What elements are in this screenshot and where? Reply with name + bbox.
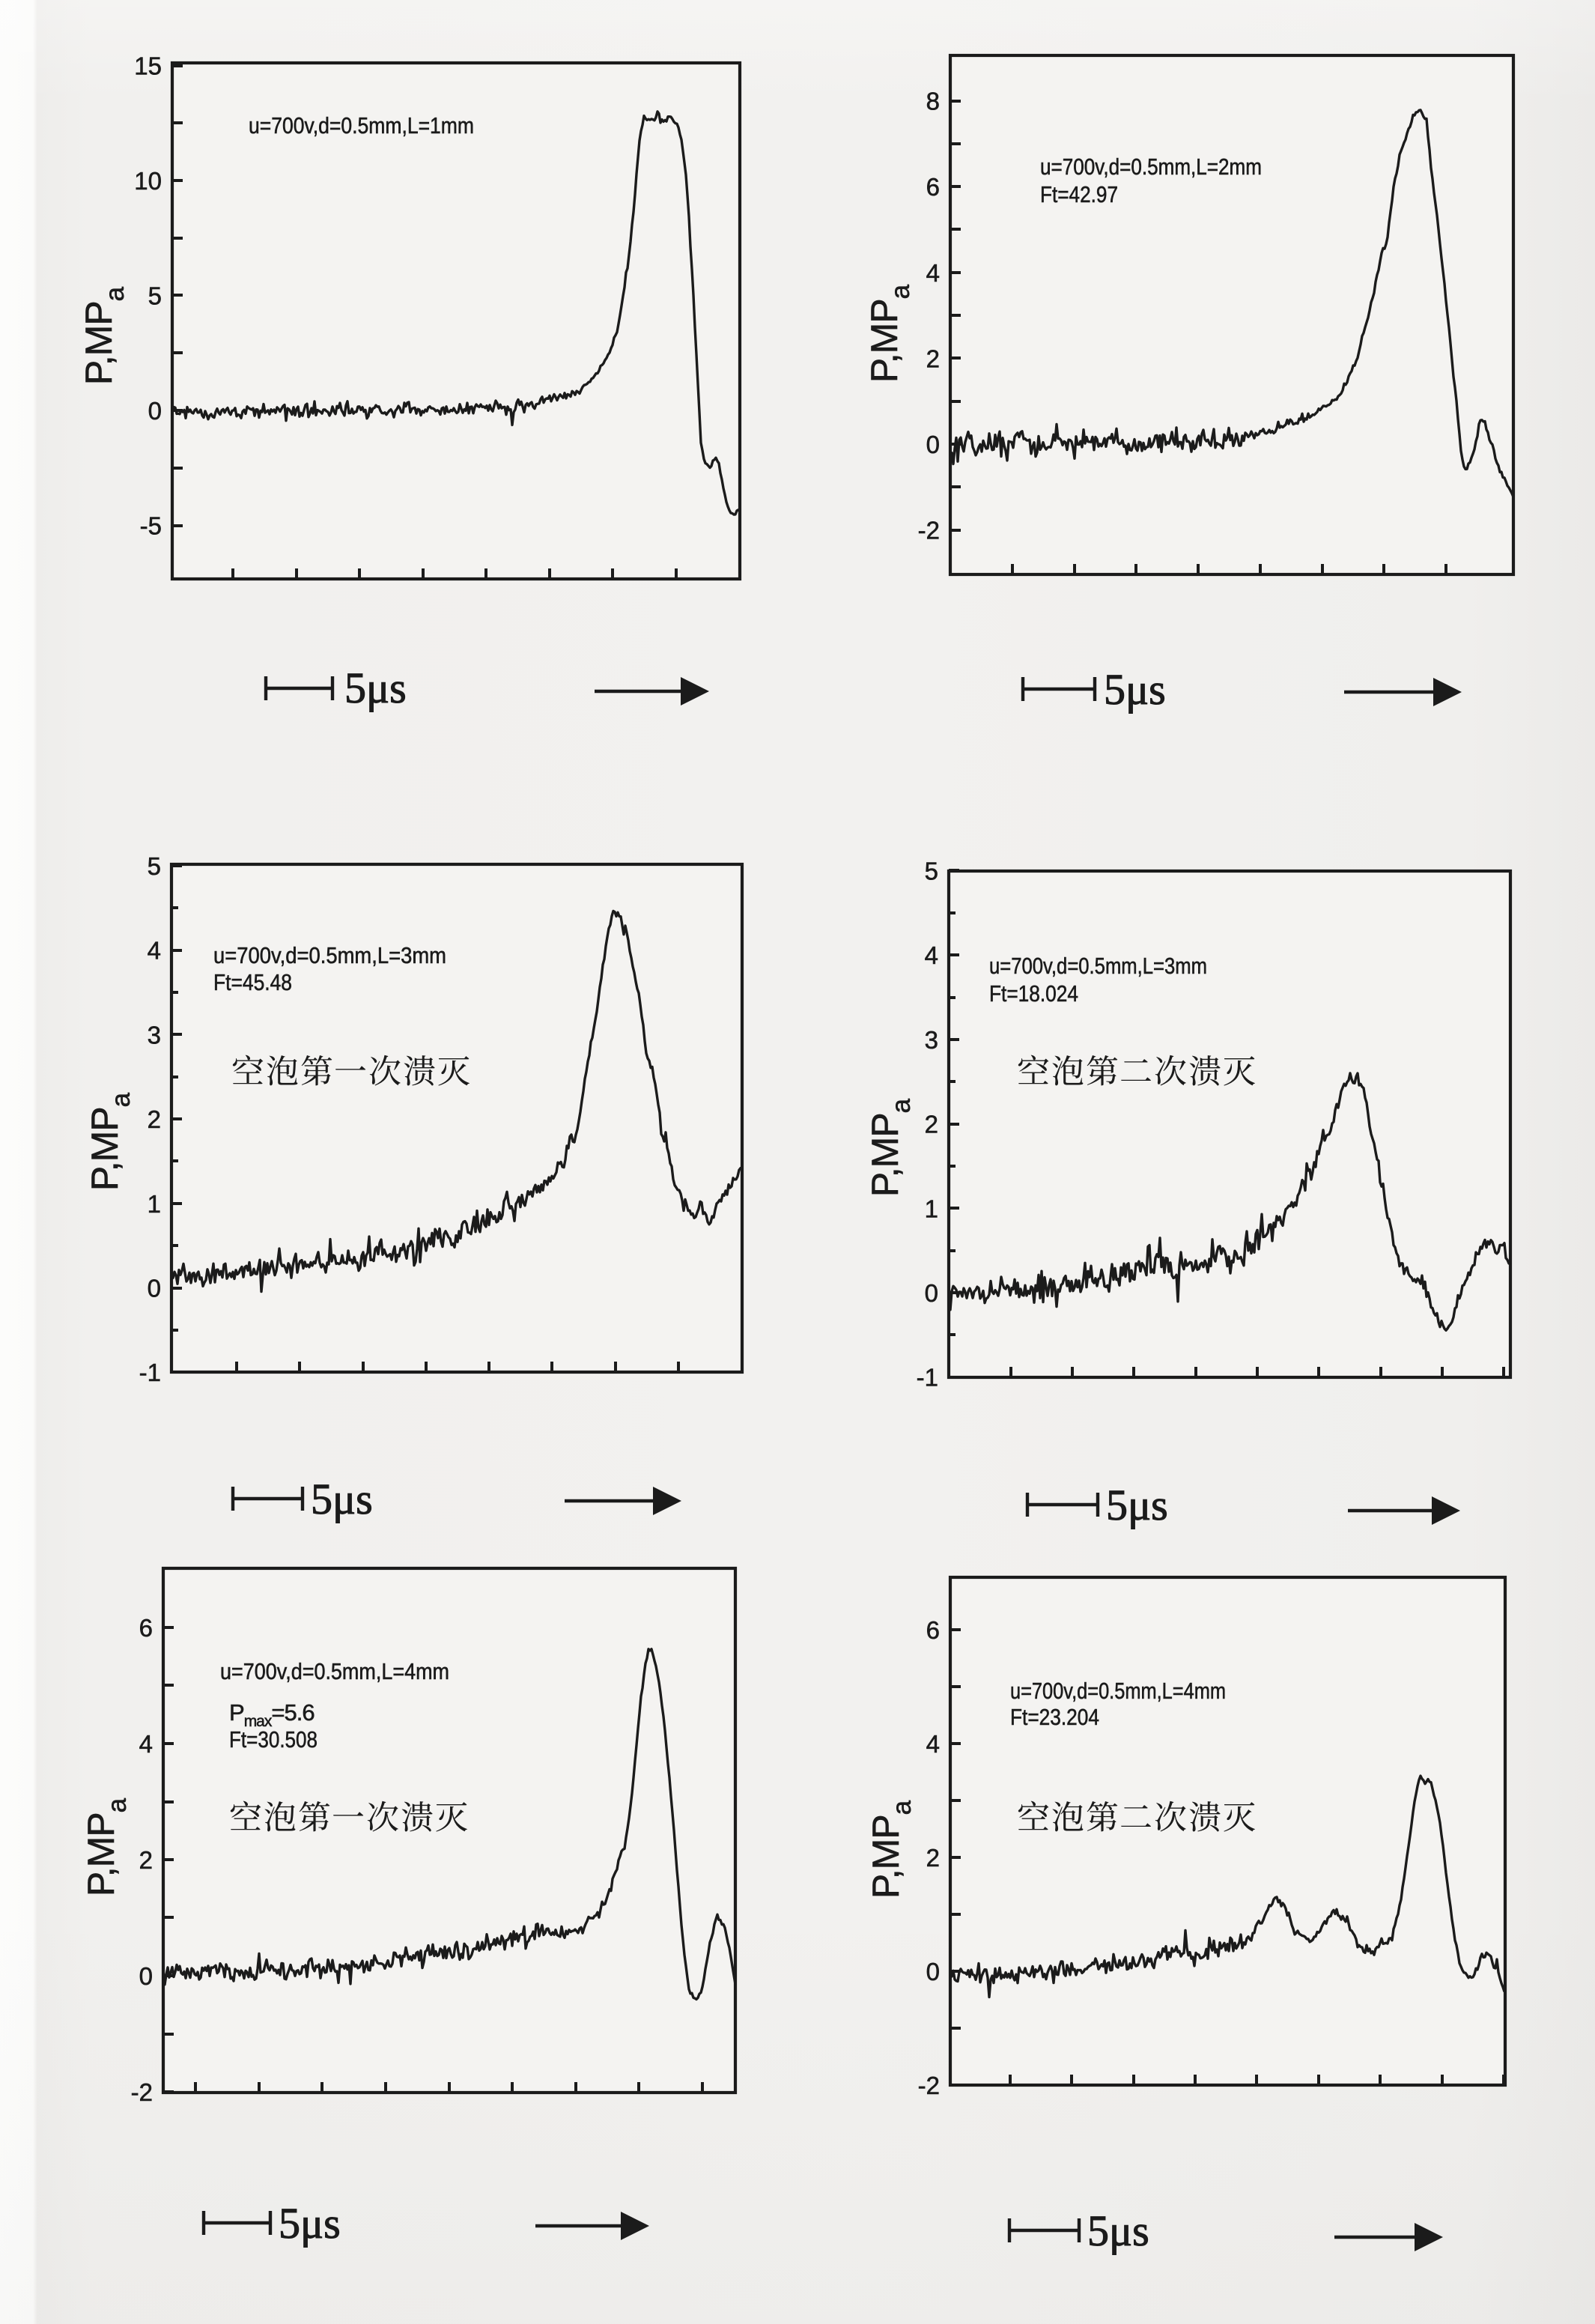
svg-text:0: 0 — [926, 431, 940, 458]
svg-text:P,MPa: P,MPa — [78, 286, 130, 385]
svg-text:Ft=18.024: Ft=18.024 — [989, 980, 1078, 1007]
svg-text:5μs: 5μs — [279, 2199, 341, 2248]
svg-text:Ft=23.204: Ft=23.204 — [1010, 1704, 1099, 1730]
svg-text:Pmax=5.6: Pmax=5.6 — [229, 1699, 315, 1730]
svg-text:Ft=42.97: Ft=42.97 — [1040, 181, 1118, 207]
svg-text:-1: -1 — [139, 1359, 161, 1386]
svg-text:P,MPa: P,MPa — [80, 1797, 132, 1896]
svg-text:Ft=45.48: Ft=45.48 — [213, 969, 292, 995]
svg-text:0: 0 — [139, 1962, 153, 1990]
svg-text:4: 4 — [148, 937, 161, 965]
svg-text:5: 5 — [148, 282, 162, 310]
svg-text:2: 2 — [148, 1105, 161, 1133]
svg-text:u=700v,d=0.5mm,L=3mm: u=700v,d=0.5mm,L=3mm — [989, 953, 1207, 979]
svg-text:0: 0 — [148, 1275, 161, 1302]
svg-text:8: 8 — [926, 88, 940, 115]
svg-text:u=700v,d=0.5mm,L=2mm: u=700v,d=0.5mm,L=2mm — [1040, 154, 1262, 180]
svg-text:-2: -2 — [918, 517, 940, 544]
svg-text:u=700v,d=0.5mm,L=1mm: u=700v,d=0.5mm,L=1mm — [249, 112, 474, 139]
svg-text:2: 2 — [926, 345, 940, 372]
svg-text:-1: -1 — [917, 1364, 938, 1392]
svg-text:u=700v,d=0.5mm,L=4mm: u=700v,d=0.5mm,L=4mm — [1010, 1678, 1226, 1704]
svg-text:Ft=30.508: Ft=30.508 — [229, 1726, 318, 1753]
svg-text:5: 5 — [925, 858, 938, 885]
svg-text:6: 6 — [926, 173, 940, 201]
svg-text:P,MPa: P,MPa — [865, 1800, 917, 1899]
svg-text:3: 3 — [925, 1026, 938, 1054]
svg-text:5μs: 5μs — [1106, 1481, 1168, 1529]
svg-text:0: 0 — [148, 397, 162, 425]
svg-text:2: 2 — [925, 1111, 938, 1138]
svg-text:-5: -5 — [140, 512, 162, 540]
svg-text:0: 0 — [925, 1279, 938, 1307]
svg-text:4: 4 — [925, 941, 938, 969]
svg-text:5μs: 5μs — [311, 1475, 373, 1523]
svg-text:4: 4 — [926, 259, 940, 287]
svg-text:-2: -2 — [918, 2072, 940, 2099]
svg-text:4: 4 — [926, 1730, 940, 1758]
svg-text:4: 4 — [139, 1730, 153, 1758]
svg-text:1: 1 — [148, 1190, 161, 1218]
svg-text:1: 1 — [925, 1195, 938, 1222]
svg-text:P,MPa: P,MPa — [84, 1092, 136, 1191]
svg-text:3: 3 — [148, 1021, 161, 1049]
svg-text:2: 2 — [139, 1846, 153, 1874]
svg-text:5μs: 5μs — [344, 664, 407, 712]
svg-text:0: 0 — [926, 1958, 940, 1985]
svg-text:u=700v,d=0.5mm,L=3mm: u=700v,d=0.5mm,L=3mm — [213, 942, 446, 968]
svg-text:P,MPa: P,MPa — [864, 1098, 916, 1197]
svg-text:5: 5 — [148, 852, 161, 880]
svg-text:u=700v,d=0.5mm,L=4mm: u=700v,d=0.5mm,L=4mm — [220, 1658, 449, 1684]
svg-text:5μs: 5μs — [1104, 665, 1166, 714]
svg-text:10: 10 — [134, 167, 162, 195]
svg-text:6: 6 — [139, 1614, 153, 1642]
svg-text:6: 6 — [926, 1616, 940, 1644]
svg-text:P,MPa: P,MPa — [863, 284, 915, 383]
svg-text:2: 2 — [926, 1844, 940, 1872]
svg-text:5μs: 5μs — [1087, 2206, 1149, 2255]
svg-text:-2: -2 — [131, 2078, 153, 2106]
svg-text:15: 15 — [134, 52, 162, 80]
